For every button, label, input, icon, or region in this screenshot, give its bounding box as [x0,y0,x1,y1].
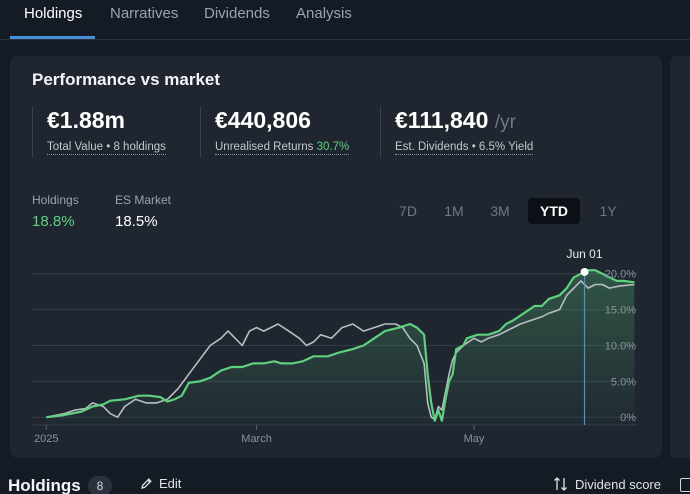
edit-button[interactable]: Edit [140,476,181,491]
period-1m[interactable]: 1M [444,203,464,219]
holdings-area [46,270,635,425]
stat-label[interactable]: Total Value • 8 holdings [47,141,166,155]
stat-est-dividends: €111,840 /yr Est. Dividends • 6.5% Yield [380,106,580,158]
period-ytd[interactable]: YTD [528,198,580,224]
tab-holdings[interactable]: Holdings [24,5,83,22]
x-tick-label: March [241,433,272,445]
sort-dividend-score-button[interactable]: Dividend score [553,476,661,492]
edit-label: Edit [159,476,182,491]
period-selector: 7D 1M 3M YTD 1Y [390,198,640,224]
holdings-count-badge: 8 [88,476,112,494]
tab-analysis[interactable]: Analysis [296,5,352,22]
layout-view-icon[interactable] [680,478,690,492]
stat-label[interactable]: Unrealised Returns 30.7% [215,141,350,155]
period-1y[interactable]: 1Y [599,203,617,219]
y-tick-label: 20.0% [605,269,636,281]
stat-total-value: €1.88m Total Value • 8 holdings [32,106,192,158]
y-tick-label: 0% [620,412,636,424]
y-tick-label: 10.0% [605,340,636,352]
tab-dividends[interactable]: Dividends [204,5,270,22]
holdings-line [46,269,635,422]
stat-value: €111,840 [395,107,489,133]
top-tabs: Holdings Narratives Dividends Analysis [0,0,690,40]
legend-es-market: ES Market 18.5% [115,193,171,230]
returns-percent: 30.7% [316,141,350,153]
legend-holdings: Holdings 18.8% [32,193,79,230]
period-7d[interactable]: 7D [399,203,417,219]
period-3m[interactable]: 3M [490,203,510,219]
card-title: Performance vs market [32,70,221,89]
x-tick-label: 2025 [34,433,58,445]
active-tab-indicator [10,36,95,39]
adjacent-card-edge [670,56,690,458]
stat-value: €440,806 [215,107,311,133]
tab-narratives[interactable]: Narratives [110,5,179,22]
legend-value: 18.8% [32,213,75,230]
stat-value: €1.88m [47,107,126,133]
legend-name: ES Market [115,193,172,207]
date-marker-dot [580,267,589,276]
sort-label: Dividend score [575,477,661,492]
legend-name: Holdings [32,193,79,207]
date-marker-label: Jun 01 [567,247,603,261]
stat-unit: /yr [494,112,516,133]
performance-chart[interactable]: 0% 5.0% 10.0% 15.0% 20.0% 2025 March May Jun 01 [0,0,690,470]
holdings-section-title: Holdings [8,476,81,494]
legend-value: 18.5% [115,213,158,230]
y-tick-label: 15.0% [605,305,636,317]
sort-arrows-icon [554,477,567,491]
pencil-icon [141,478,152,489]
stat-unrealised-returns: €440,806 Unrealised Returns 30.7% [200,106,370,158]
x-tick-label: May [464,433,485,445]
y-tick-label: 5.0% [611,376,636,388]
stat-label[interactable]: Est. Dividends • 6.5% Yield [395,141,534,155]
